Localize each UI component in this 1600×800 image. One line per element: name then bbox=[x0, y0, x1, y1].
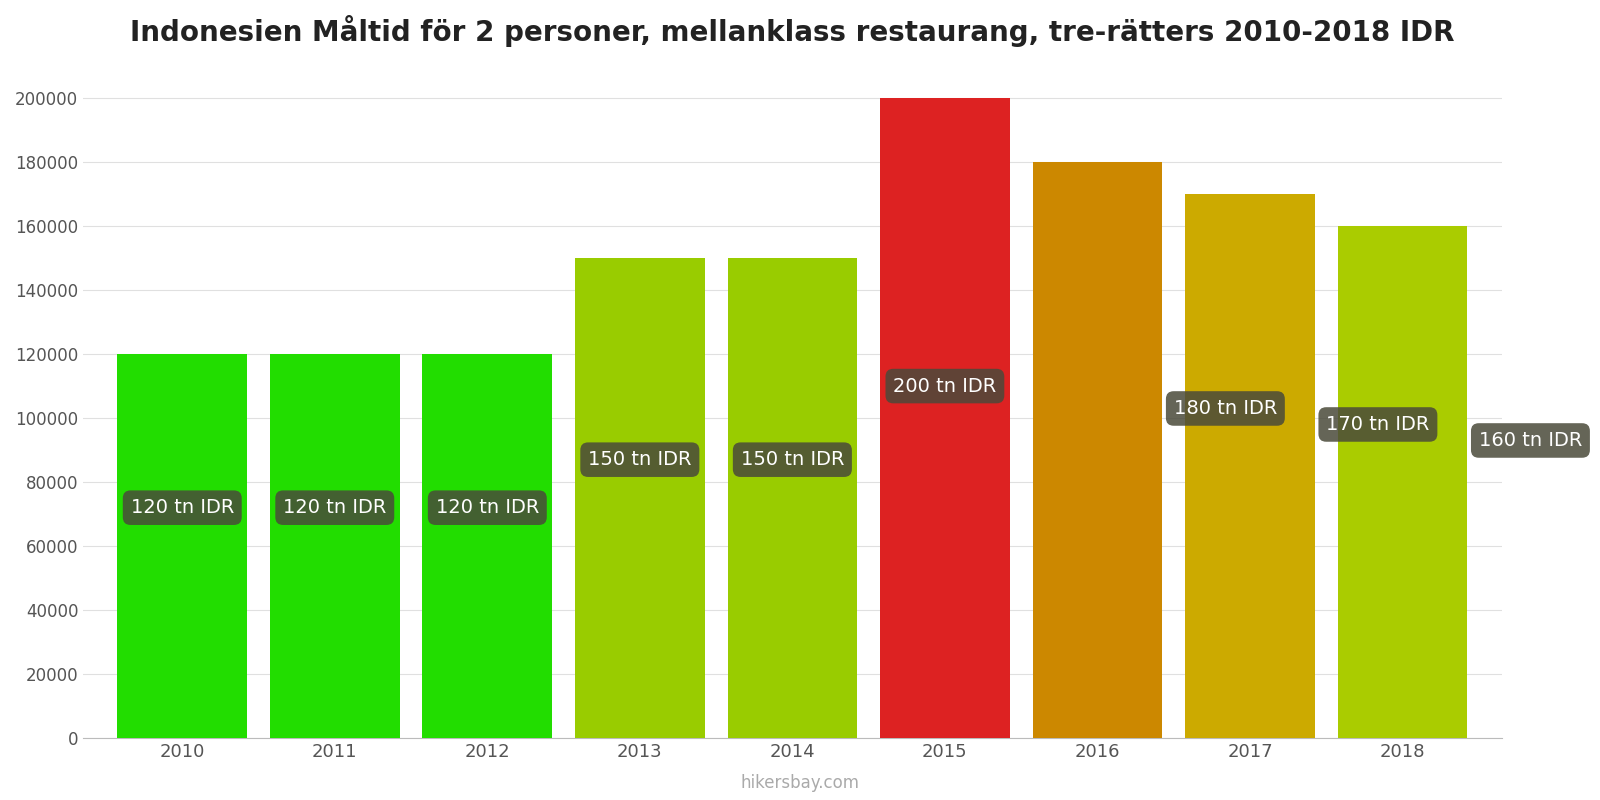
Text: 120 tn IDR: 120 tn IDR bbox=[435, 498, 539, 517]
Bar bbox=[1186, 194, 1315, 738]
Title: Indonesien Måltid för 2 personer, mellanklass restaurang, tre-rätters 2010-2018 : Indonesien Måltid för 2 personer, mellan… bbox=[130, 15, 1454, 47]
Text: 170 tn IDR: 170 tn IDR bbox=[1326, 415, 1429, 434]
Bar bbox=[1338, 226, 1467, 738]
Text: 120 tn IDR: 120 tn IDR bbox=[131, 498, 234, 517]
Bar bbox=[574, 258, 704, 738]
Bar bbox=[270, 354, 400, 738]
Text: 200 tn IDR: 200 tn IDR bbox=[893, 377, 997, 395]
Bar bbox=[728, 258, 858, 738]
Text: hikersbay.com: hikersbay.com bbox=[741, 774, 859, 792]
Bar bbox=[117, 354, 246, 738]
Text: 150 tn IDR: 150 tn IDR bbox=[741, 450, 845, 469]
Text: 180 tn IDR: 180 tn IDR bbox=[1174, 399, 1277, 418]
Bar bbox=[422, 354, 552, 738]
Text: 120 tn IDR: 120 tn IDR bbox=[283, 498, 387, 517]
Text: 160 tn IDR: 160 tn IDR bbox=[1478, 431, 1582, 450]
Bar bbox=[1032, 162, 1162, 738]
Bar bbox=[880, 98, 1010, 738]
Text: 150 tn IDR: 150 tn IDR bbox=[589, 450, 691, 469]
